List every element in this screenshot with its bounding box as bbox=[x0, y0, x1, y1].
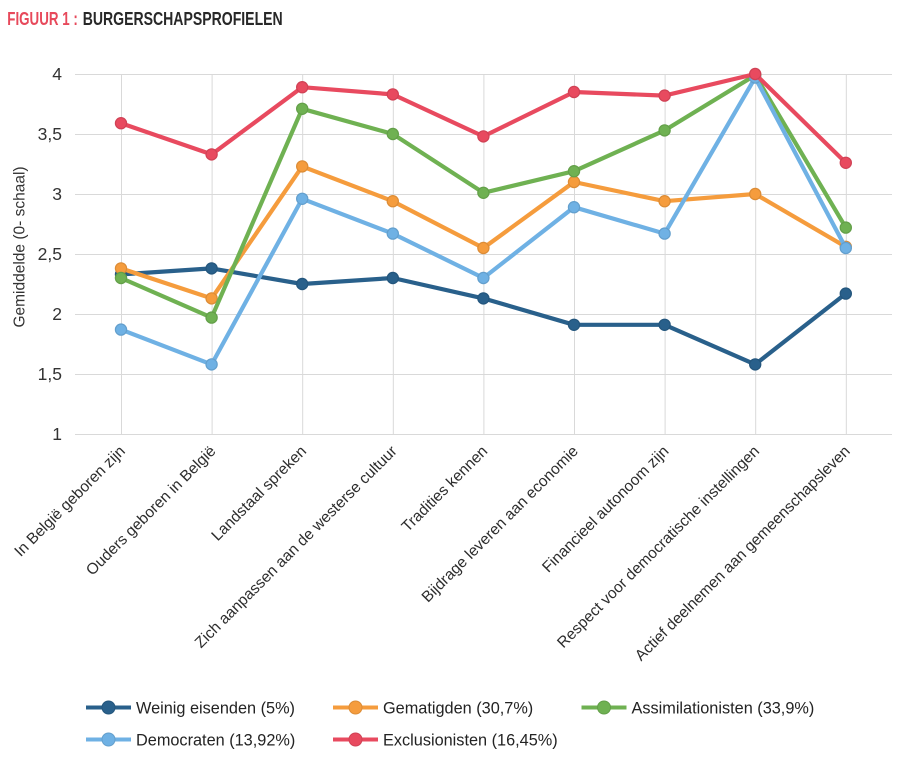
svg-text:1: 1 bbox=[52, 424, 62, 444]
svg-text:Gemiddelde (0- schaal): Gemiddelde (0- schaal) bbox=[12, 166, 29, 327]
svg-text:Gematigden (30,7%): Gematigden (30,7%) bbox=[383, 700, 533, 718]
svg-text:Assimilationisten (33,9%): Assimilationisten (33,9%) bbox=[632, 700, 815, 718]
svg-text:FIGUUR 1 :: FIGUUR 1 : bbox=[7, 9, 78, 29]
svg-text:3,5: 3,5 bbox=[38, 124, 62, 144]
svg-text:3: 3 bbox=[52, 184, 62, 204]
svg-text:Democraten (13,92%): Democraten (13,92%) bbox=[136, 732, 295, 750]
svg-text:1,5: 1,5 bbox=[38, 364, 62, 384]
svg-text:2: 2 bbox=[52, 304, 62, 324]
svg-text:2,5: 2,5 bbox=[38, 244, 62, 264]
svg-text:BURGERSCHAPSPROFIELEN: BURGERSCHAPSPROFIELEN bbox=[83, 9, 283, 29]
svg-text:Weinig eisenden (5%): Weinig eisenden (5%) bbox=[136, 700, 295, 718]
svg-text:Exclusionisten (16,45%): Exclusionisten (16,45%) bbox=[383, 732, 558, 750]
svg-text:4: 4 bbox=[52, 64, 62, 84]
